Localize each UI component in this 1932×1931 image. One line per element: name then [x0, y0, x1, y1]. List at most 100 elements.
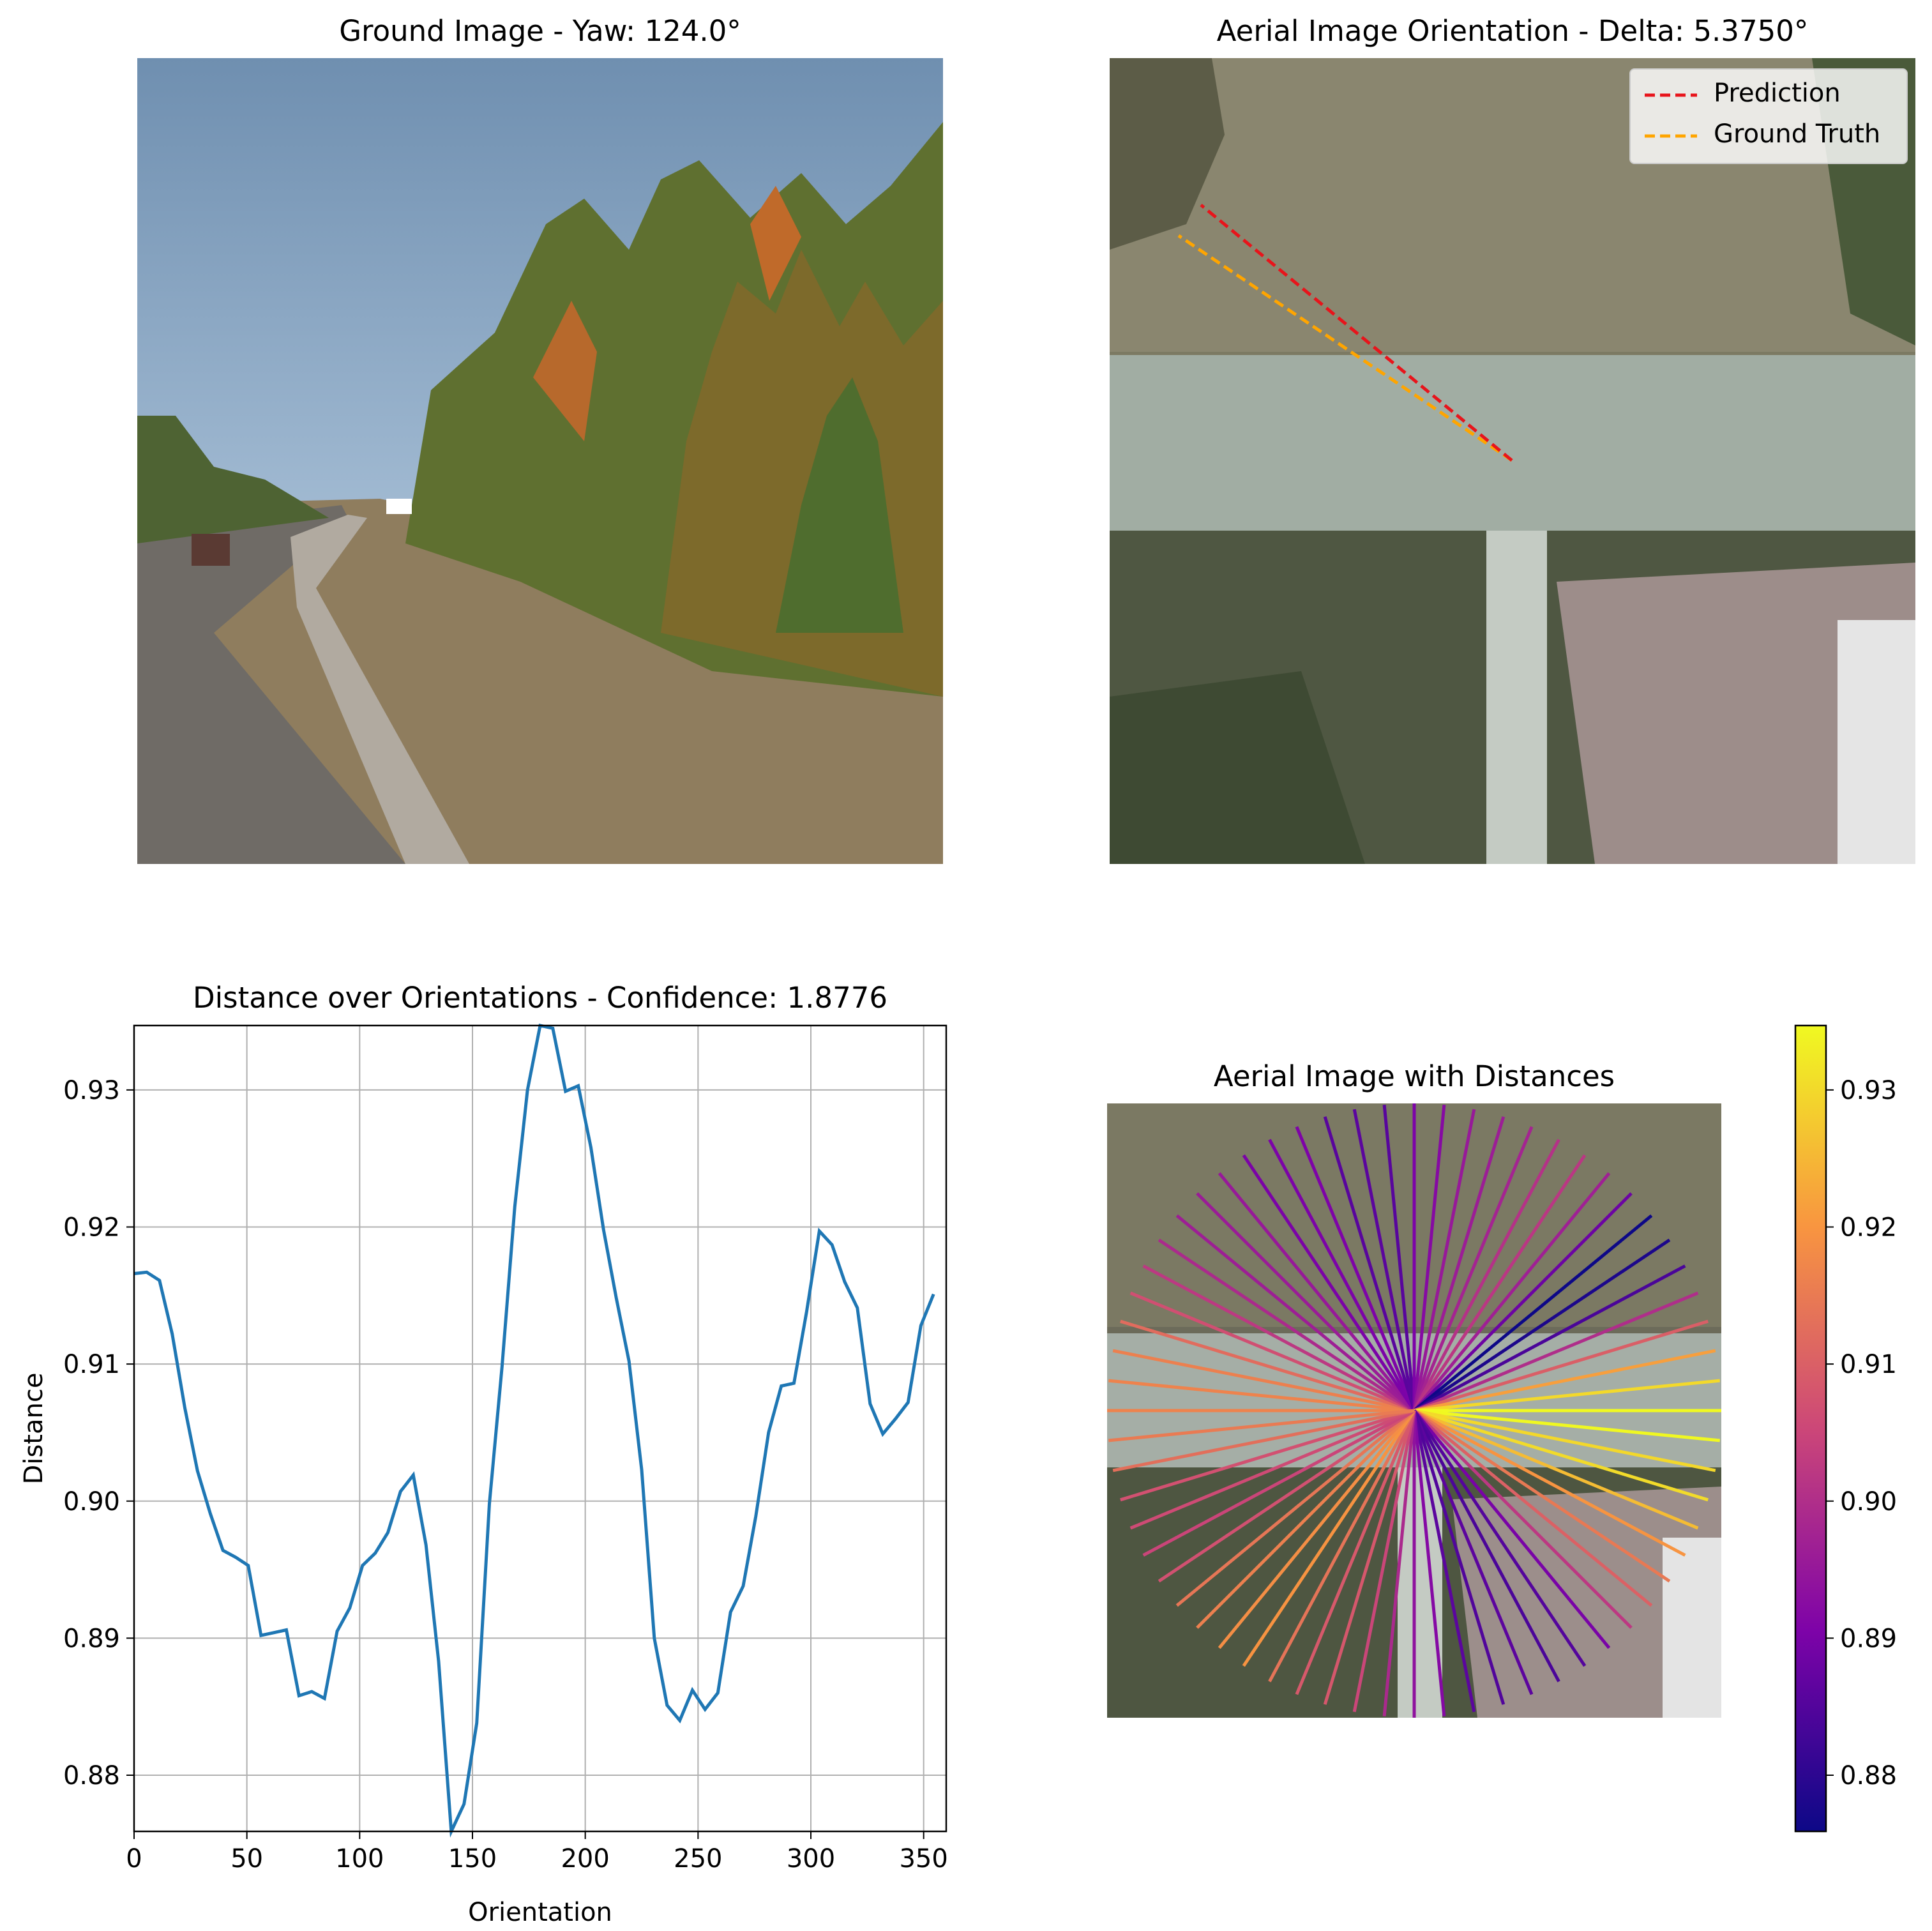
- distance-ray: [1413, 1264, 1686, 1412]
- distance-ray: [1352, 1109, 1416, 1411]
- distance-ray: [1158, 1409, 1415, 1583]
- y-tick-label: 0.89: [63, 1624, 120, 1653]
- distance-ray: [1412, 1409, 1560, 1683]
- distance-ray: [1268, 1139, 1416, 1412]
- distance-ray: [1295, 1126, 1416, 1411]
- distance-ray: [1175, 1409, 1415, 1607]
- line-chart-title: Distance over Orientations - Confidence:…: [193, 981, 887, 1015]
- x-tick-label: 50: [230, 1844, 263, 1874]
- distance-series-line: [133, 1024, 935, 1838]
- colorbar-tick-label: 0.92: [1840, 1213, 1897, 1243]
- distance-ray: [1413, 1409, 1653, 1607]
- distance-ray: [1413, 1409, 1671, 1583]
- x-tick-label: 150: [448, 1844, 497, 1874]
- aerial-distances-title: Aerial Image with Distances: [1213, 1059, 1615, 1093]
- legend-prediction-label: Prediction: [1714, 79, 1841, 108]
- distance-ray: [1412, 1116, 1506, 1411]
- ground-image-title: Ground Image - Yaw: 124.0°: [339, 14, 741, 48]
- distance-ray: [1352, 1410, 1416, 1713]
- x-tick-label: 250: [674, 1844, 722, 1874]
- distance-ray: [1413, 1192, 1633, 1412]
- distance-ray: [1295, 1410, 1416, 1695]
- aerial-orientation-image: [1110, 58, 1915, 864]
- distance-ray: [1196, 1192, 1415, 1412]
- distance-ray: [1268, 1409, 1416, 1683]
- distance-ray: [1414, 1379, 1720, 1412]
- y-tick-label: 0.93: [63, 1076, 120, 1105]
- distance-ray: [1382, 1410, 1416, 1716]
- distance-ray: [1112, 1349, 1415, 1412]
- aerial-orientation-title: Aerial Image Orientation - Delta: 5.3750…: [1216, 14, 1809, 48]
- distance-ray: [1218, 1172, 1415, 1412]
- distance-ray: [1196, 1409, 1415, 1629]
- colorbar-tick-label: 0.90: [1840, 1487, 1897, 1517]
- distance-ray: [1414, 1349, 1716, 1412]
- distance-ray: [1413, 1172, 1611, 1412]
- legend-ground-truth-label: Ground Truth: [1714, 119, 1881, 149]
- distance-ray: [1414, 1409, 1720, 1443]
- x-tick-label: 0: [126, 1844, 142, 1874]
- distance-ray: [1323, 1410, 1416, 1705]
- distance-ray: [1412, 1409, 1587, 1667]
- distance-ray: [1412, 1139, 1560, 1412]
- distance-ray: [1413, 1238, 1671, 1412]
- ground-truth-line: [1177, 234, 1513, 462]
- y-axis-label: Distance: [19, 1373, 49, 1485]
- colorbar-gradient: [1794, 1024, 1827, 1833]
- distance-ray: [1142, 1264, 1415, 1412]
- distance-ray: [1129, 1291, 1415, 1412]
- distance-ray: [1412, 1109, 1476, 1411]
- distance-ray: [1414, 1409, 1699, 1530]
- distance-ray: [1412, 1105, 1446, 1411]
- distance-ray: [1414, 1409, 1709, 1502]
- y-tick-label: 0.91: [63, 1350, 120, 1379]
- distance-ray: [1382, 1105, 1416, 1411]
- plot-frame: [133, 1024, 947, 1833]
- aerial-distances-image: [1107, 1103, 1721, 1718]
- distance-ray: [1414, 1319, 1709, 1412]
- colorbar-tick-label: 0.91: [1840, 1350, 1897, 1379]
- distance-ray: [1413, 1409, 1633, 1629]
- distance-ray: [1108, 1409, 1415, 1443]
- colorbar-tick-label: 0.93: [1840, 1076, 1897, 1105]
- distance-ray: [1413, 1409, 1686, 1557]
- distance-ray: [1412, 1126, 1534, 1411]
- distance-ray: [1108, 1379, 1415, 1412]
- distance-ray: [1175, 1214, 1415, 1412]
- distance-ray: [1413, 1214, 1653, 1412]
- distance-ray: [1412, 1410, 1534, 1695]
- distance-ray: [1112, 1409, 1415, 1473]
- prediction-line: [1200, 204, 1513, 462]
- distance-ray: [1158, 1238, 1415, 1412]
- legend: Prediction Ground Truth: [1629, 68, 1908, 164]
- distance-ray: [1242, 1154, 1416, 1412]
- distance-ray: [1414, 1409, 1716, 1473]
- line-chart: 0 50 100 150 200 250 300 350 0.88 0.89 0.90 0.91 0.9…: [19, 1024, 948, 1927]
- distance-ray: [1120, 1319, 1415, 1412]
- distance-ray: [1412, 1410, 1506, 1705]
- distance-ray: [1412, 1154, 1587, 1412]
- distance-ray: [1129, 1409, 1415, 1530]
- x-tick-label: 300: [787, 1844, 835, 1874]
- x-tick-label: 350: [899, 1844, 947, 1874]
- y-tick-label: 0.92: [63, 1213, 120, 1243]
- x-tick-label: 200: [561, 1844, 609, 1874]
- distance-ray: [1142, 1409, 1415, 1557]
- x-axis-label: Orientation: [468, 1898, 612, 1927]
- distance-ray: [1323, 1116, 1416, 1411]
- distance-ray: [1413, 1409, 1611, 1649]
- ground-image: [137, 58, 943, 864]
- y-tick-label: 0.88: [63, 1761, 120, 1791]
- colorbar-tick-label: 0.88: [1840, 1761, 1897, 1791]
- distance-ray: [1120, 1409, 1415, 1502]
- distance-ray: [1218, 1409, 1415, 1649]
- distance-ray: [1412, 1410, 1476, 1713]
- distance-ray: [1412, 1410, 1446, 1716]
- distance-ray: [1242, 1409, 1416, 1667]
- colorbar-tick-label: 0.89: [1840, 1624, 1897, 1653]
- orientation-lines: [1177, 204, 1513, 462]
- colorbar: 0.88 0.89 0.90 0.91 0.92 0.93: [1794, 1024, 1897, 1833]
- y-tick-label: 0.90: [63, 1487, 120, 1517]
- x-tick-label: 100: [335, 1844, 384, 1874]
- distance-ray: [1414, 1291, 1699, 1412]
